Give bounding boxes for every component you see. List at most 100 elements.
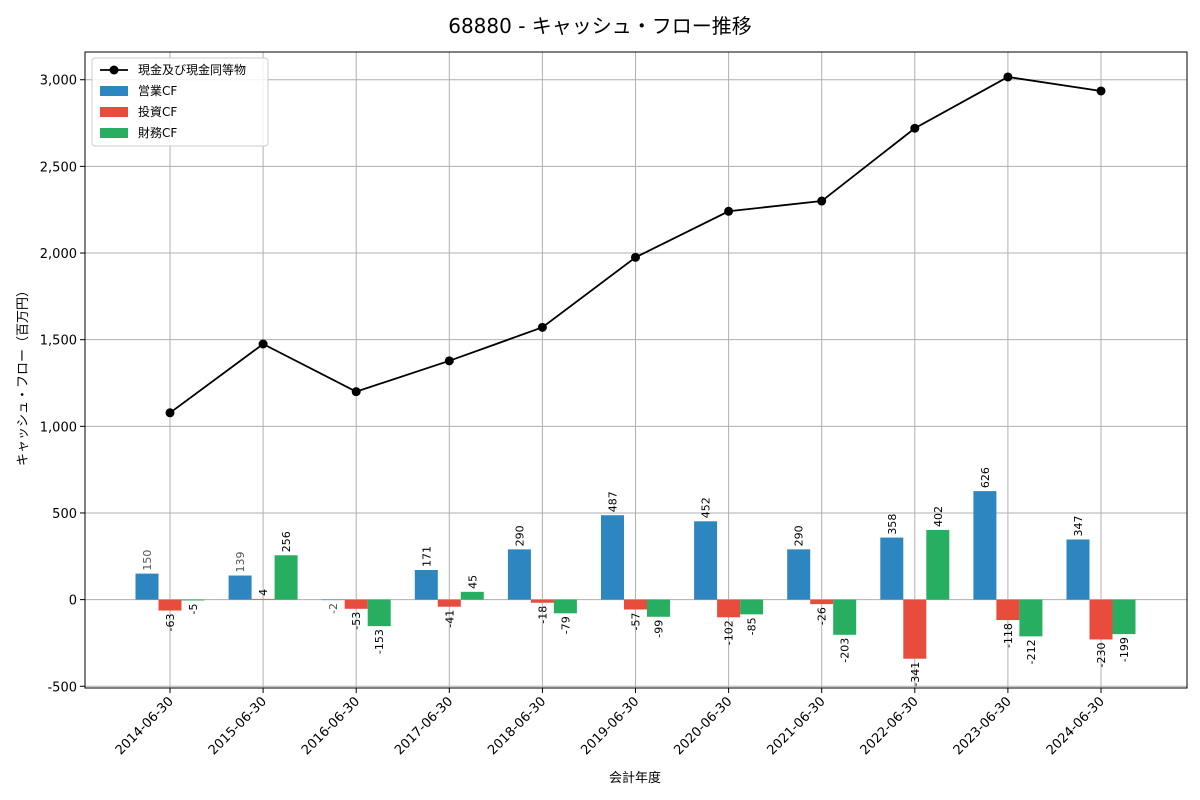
bar xyxy=(996,599,1020,621)
legend-swatch xyxy=(100,128,128,138)
bar-data-label: 402 xyxy=(932,506,945,527)
bar-data-label: 452 xyxy=(700,497,713,518)
bar-data-label: -199 xyxy=(1118,637,1131,662)
bar xyxy=(414,569,438,600)
bar-data-label: -5 xyxy=(187,603,200,614)
bar xyxy=(1066,539,1090,600)
bar xyxy=(507,549,531,600)
bar-data-label: -79 xyxy=(559,616,572,634)
axis-layer: -500 0 500 1,000 1,500 2,000 2,500 3,000 2014-06… xyxy=(40,51,1188,758)
bar-data-label: -203 xyxy=(839,638,852,663)
bar-data-label: 347 xyxy=(1072,515,1085,536)
bar xyxy=(601,515,624,600)
bar xyxy=(740,599,764,615)
bar xyxy=(135,573,159,600)
bar-data-label: 256 xyxy=(280,531,293,552)
bar-data-label: 150 xyxy=(141,550,154,571)
x-tick-label: 2022-06-30 xyxy=(858,694,922,758)
legend-box xyxy=(91,57,269,147)
bar-data-label: -57 xyxy=(630,612,643,630)
y-tick-label: 0 xyxy=(69,594,77,609)
x-tick-label: 2016-06-30 xyxy=(299,694,363,758)
bar xyxy=(344,599,368,609)
bar xyxy=(880,537,904,600)
y-tick-label: 1,500 xyxy=(40,334,77,349)
bar-data-label: -102 xyxy=(723,620,736,645)
bar xyxy=(181,599,205,601)
bar-data-label: 4 xyxy=(257,589,270,596)
bar xyxy=(647,599,670,617)
x-tick-label: 2023-06-30 xyxy=(951,694,1015,758)
x-tick-label: 2017-06-30 xyxy=(392,694,456,758)
bar-data-label: -118 xyxy=(1002,623,1015,648)
y-tick-label: 500 xyxy=(52,507,77,522)
x-tick-label: 2015-06-30 xyxy=(206,694,270,758)
bar-data-label: 290 xyxy=(793,525,806,546)
y-tick-label: -500 xyxy=(47,680,77,695)
legend-label: 財務CF xyxy=(138,125,177,140)
legend-marker xyxy=(109,65,119,75)
bar-data-label: 626 xyxy=(979,467,992,488)
cash-point xyxy=(1003,72,1013,82)
bar xyxy=(158,599,182,611)
line-layer xyxy=(165,72,1106,418)
y-tick-label: 2,500 xyxy=(40,160,77,175)
bar xyxy=(251,598,275,600)
bar xyxy=(973,491,997,600)
bar xyxy=(1112,599,1136,635)
bar xyxy=(228,575,252,600)
bar xyxy=(460,591,484,600)
cash-point xyxy=(351,387,361,397)
cash-point xyxy=(444,356,454,366)
bar xyxy=(1089,599,1113,640)
bar xyxy=(530,599,554,603)
bar-data-label: 171 xyxy=(420,546,433,567)
bar-data-label: 139 xyxy=(234,552,247,573)
bar-data-label: -212 xyxy=(1025,639,1038,664)
bar xyxy=(553,599,577,614)
bar-data-label: 45 xyxy=(466,575,479,589)
bar xyxy=(926,529,950,600)
x-axis-label: 会計年度 xyxy=(609,770,661,786)
cash-point xyxy=(537,322,547,332)
chart-title: 68880 - キャッシュ・フロー推移 xyxy=(448,14,752,38)
bar-data-label: -41 xyxy=(443,610,456,628)
bar-data-label: -53 xyxy=(350,612,363,630)
cash-point xyxy=(910,123,920,133)
y-tick-label: 3,000 xyxy=(40,74,77,89)
bar-data-label: -230 xyxy=(1095,642,1108,667)
cash-point xyxy=(165,408,175,418)
legend-label: 投資CF xyxy=(138,104,177,119)
legend-label: 営業CF xyxy=(138,84,177,98)
cash-point xyxy=(631,252,640,262)
cash-point xyxy=(1096,86,1106,96)
plot-frame xyxy=(84,51,1188,689)
bar-data-label: 487 xyxy=(607,491,620,512)
bar xyxy=(717,599,741,618)
bar xyxy=(787,549,811,600)
cash-point xyxy=(724,206,734,216)
bar xyxy=(321,599,345,601)
x-tick-label: 2019-06-30 xyxy=(578,694,642,758)
x-tick-label: 2018-06-30 xyxy=(485,694,549,758)
x-tick-label: 2024-06-30 xyxy=(1044,694,1108,758)
x-tick-label: 2014-06-30 xyxy=(113,694,177,758)
bar xyxy=(1019,599,1043,637)
bar-data-label: -26 xyxy=(816,607,829,625)
legend-swatch xyxy=(100,86,128,96)
bar-layer xyxy=(135,491,1136,659)
data-label-layer: 150 139 -2 171 290 487 452 290 358 626 347 -63 4 -53 -… xyxy=(141,467,1131,687)
cash-point xyxy=(817,196,827,206)
bar xyxy=(694,521,718,600)
bar-data-label: -63 xyxy=(164,614,177,632)
bar xyxy=(810,599,834,605)
bar xyxy=(903,599,927,659)
bar-data-label: 290 xyxy=(513,525,526,546)
bar-data-label: -2 xyxy=(327,603,340,614)
bar-data-label: 358 xyxy=(886,514,899,535)
y-axis-label: キャッシュ・フロー（百万円） xyxy=(16,284,31,466)
x-tick-label: 2020-06-30 xyxy=(671,694,735,758)
bar xyxy=(624,599,647,610)
